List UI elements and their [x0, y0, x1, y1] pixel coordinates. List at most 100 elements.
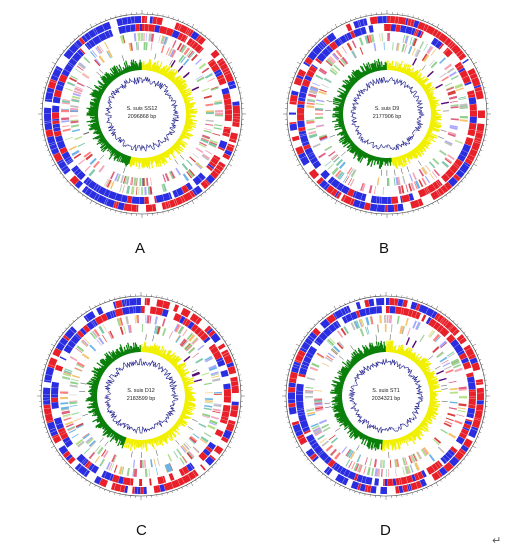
gc-skew-positive — [178, 417, 188, 423]
forward-cds-block — [44, 413, 54, 422]
forward-cds-block — [437, 187, 445, 196]
gc-skew-negative — [91, 411, 101, 417]
genome-size-c: 2183599 bp — [127, 396, 155, 402]
forward-cds-block — [216, 57, 224, 64]
reverse-cds-block — [464, 81, 472, 86]
scale-tick — [325, 313, 328, 316]
scale-tick — [477, 354, 480, 356]
scale-tick — [333, 305, 337, 310]
cog-feature — [161, 184, 165, 193]
cog-feature — [437, 446, 445, 453]
reverse-cds-block — [450, 338, 460, 348]
forward-cds-block — [467, 90, 475, 96]
forward-cds-block — [210, 170, 220, 179]
scale-tick — [171, 491, 173, 494]
reverse-cds-block — [369, 306, 377, 315]
reverse-cds-block — [288, 382, 296, 388]
gc-skew-negative — [374, 439, 379, 451]
gc-skew-negative — [92, 382, 99, 386]
gc-skew-negative — [123, 155, 128, 164]
gc-skew-positive — [423, 368, 431, 374]
gc-skew-positive — [182, 410, 193, 416]
reverse-cds-block — [343, 306, 349, 315]
scale-tick — [300, 450, 303, 452]
gc-skew-negative — [112, 357, 115, 362]
gc-skew-positive — [398, 344, 403, 355]
gc-skew-positive — [423, 137, 427, 141]
cog-feature — [70, 75, 78, 81]
cog-feature — [366, 326, 370, 335]
forward-cds-block — [477, 110, 485, 119]
gc-skew-negative — [331, 404, 344, 409]
cog-feature — [416, 452, 421, 460]
rrna-mark — [191, 86, 200, 92]
forward-cds-block — [217, 343, 226, 351]
gc-skew-positive — [415, 427, 424, 437]
gc-skew-positive — [157, 154, 162, 164]
cog-feature — [89, 51, 96, 59]
cog-feature — [454, 420, 463, 425]
gc-skew-positive — [414, 76, 418, 81]
forward-cds-block — [441, 318, 448, 325]
cog-feature — [113, 464, 118, 473]
gc-skew-negative — [337, 403, 343, 406]
cog-feature — [156, 326, 161, 335]
gc-skew-negative — [348, 75, 357, 84]
gc-skew-negative — [102, 427, 111, 437]
cog-feature — [91, 330, 98, 339]
cog-feature — [126, 185, 130, 194]
scale-tick — [221, 335, 224, 338]
gc-skew-negative — [93, 84, 105, 92]
gc-skew-negative — [91, 388, 98, 391]
gc-skew-negative — [108, 149, 117, 160]
cog-feature — [141, 186, 143, 195]
cog-feature — [422, 54, 430, 63]
cog-feature — [414, 462, 420, 471]
cog-feature — [432, 346, 439, 353]
gc-skew-negative — [349, 363, 354, 368]
forward-cds-block — [79, 48, 86, 55]
scale-tick — [81, 194, 84, 197]
cog-feature — [413, 453, 418, 462]
gc-skew-negative — [114, 432, 119, 438]
gc-skew-negative — [106, 429, 114, 438]
scale-tick — [186, 485, 188, 487]
forward-cds-block — [444, 37, 452, 46]
gc-skew-positive — [169, 355, 177, 364]
gc-skew-positive — [184, 98, 194, 103]
gc-skew-negative — [87, 382, 99, 386]
scale-tick — [104, 489, 106, 492]
gc-skew-positive — [157, 154, 162, 161]
reverse-cds-block — [139, 24, 142, 32]
cog-feature — [207, 424, 216, 430]
reverse-cds-block — [94, 24, 105, 35]
gc-skew-negative — [332, 98, 345, 104]
scale-tick — [317, 470, 320, 472]
forward-cds-block — [123, 203, 132, 212]
forward-cds-block — [180, 34, 187, 42]
gc-skew-positive — [185, 106, 195, 109]
gc-skew-negative — [345, 89, 350, 93]
gc-skew-positive — [182, 380, 187, 383]
cog-feature — [145, 42, 148, 51]
cog-feature — [61, 410, 70, 415]
cog-feature — [364, 35, 369, 44]
gc-skew-negative — [116, 152, 122, 159]
forward-cds-block — [469, 103, 477, 111]
gc-skew-positive — [163, 151, 168, 159]
gc-skew-positive — [185, 115, 196, 118]
gc-skew-positive — [401, 436, 404, 442]
gc-skew-negative — [89, 116, 99, 119]
gc-skew-negative — [357, 353, 363, 360]
gc-skew-negative — [88, 402, 98, 405]
cog-feature — [336, 342, 344, 350]
gc-skew-negative — [334, 410, 345, 416]
reverse-cds-block — [149, 16, 154, 24]
scale-tick — [345, 205, 347, 208]
cog-feature — [205, 357, 213, 363]
cog-feature — [186, 171, 193, 179]
forward-cds-block — [217, 146, 225, 152]
gc-skew-positive — [161, 65, 168, 76]
gc-skew-positive — [393, 345, 396, 353]
cog-feature — [422, 447, 429, 456]
